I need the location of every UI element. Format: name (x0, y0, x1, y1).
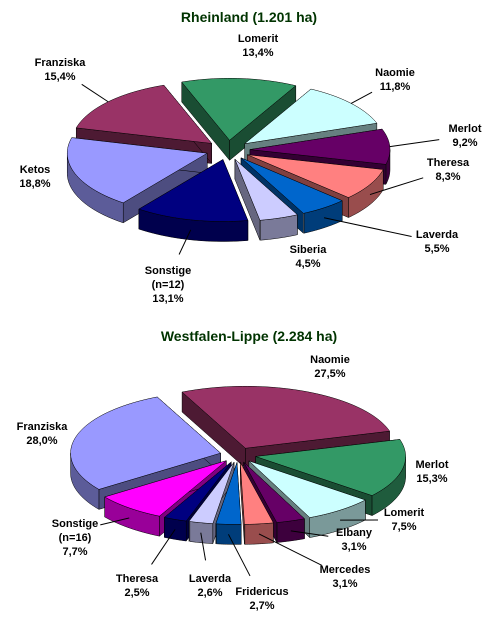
slice-value-label: 11,8% (379, 81, 411, 93)
slice-top (234, 159, 298, 221)
slice-top (181, 385, 391, 449)
slice-top (163, 461, 232, 522)
slice-value-label: 2,5% (124, 587, 150, 599)
leader-line (200, 532, 207, 561)
slice-top (249, 128, 391, 165)
pie-slice (138, 159, 249, 242)
pie-slice (66, 137, 209, 224)
chart-title: Westfalen-Lippe (2.284 ha) (160, 328, 338, 344)
slice-value-label: 13,1% (152, 293, 184, 305)
slice-top (138, 159, 249, 222)
slice-top (215, 462, 242, 525)
slice-value-label: 3,1% (341, 541, 367, 553)
slice-label: Franziska (34, 57, 86, 69)
slice-value-label: 5,5% (424, 243, 450, 255)
slice-value-label: 15,3% (416, 473, 448, 485)
slice-top (255, 439, 406, 496)
slice-label: Theresa (115, 573, 159, 585)
leader-line (369, 177, 424, 196)
slice-value-label: 27,5% (314, 368, 346, 380)
slice-top (66, 137, 209, 204)
slice-wall (216, 523, 242, 545)
slice-label: Lomerit (237, 33, 279, 45)
slice-label: Siberia (289, 244, 327, 256)
slice-label: Mercedes (319, 564, 371, 576)
chart-title: Rheinland (1.201 ha) (180, 9, 318, 25)
leader-line (178, 229, 192, 255)
slice-top (247, 154, 384, 198)
slice-value-label: 13,4% (242, 47, 274, 59)
slice-top (243, 88, 378, 145)
slice-label: Franziska (16, 421, 68, 433)
slice-label: Naomie (310, 354, 350, 366)
slice-value-label: 7,7% (62, 546, 88, 558)
slice-top (104, 460, 227, 517)
slice-wall (244, 522, 274, 545)
pie-slice (188, 461, 235, 544)
slice-label: Naomie (375, 67, 415, 79)
slice-value-label: 2,6% (197, 587, 223, 599)
slice-top (240, 157, 343, 214)
slice-top (248, 460, 367, 518)
slice-top (181, 78, 297, 141)
slice-label: Merlot (448, 123, 482, 135)
slice-value-label: 7,5% (391, 521, 417, 533)
leader-line (389, 139, 440, 148)
slice-top (240, 462, 274, 525)
slice-label: Ketos (19, 164, 51, 176)
slice-wall (164, 517, 187, 542)
slice-top (70, 396, 222, 490)
leader-line (350, 91, 373, 104)
leader-line (151, 529, 176, 565)
leader-line (290, 530, 329, 537)
slice-label: Elbany (335, 527, 373, 539)
slice-top (75, 84, 213, 144)
slice-top (188, 462, 235, 524)
slice-label: Laverda (415, 229, 459, 241)
slice-label: Theresa (426, 157, 470, 169)
leader-line (258, 533, 322, 566)
slice-value-label: 28,0% (26, 435, 58, 447)
slice-value-label: 9,2% (452, 137, 478, 149)
slice-label: Lomerit (383, 507, 425, 519)
slice-top (243, 461, 306, 523)
slice-value-label: 4,5% (295, 258, 321, 270)
slice-label: Laverda (188, 573, 232, 585)
slice-value-label: 15,4% (44, 71, 76, 83)
pie-slice (215, 462, 242, 545)
leader-line (323, 217, 412, 238)
slice-label: Sonstige (n=16) (51, 518, 99, 544)
slice-value-label: 18,8% (19, 178, 51, 190)
slice-wall (189, 521, 214, 544)
pie-slice (240, 462, 274, 545)
slice-value-label: 3,1% (332, 578, 358, 590)
slice-label: Fridericus (235, 586, 289, 598)
slice-value-label: 8,3% (435, 171, 461, 183)
slice-label: Merlot (415, 459, 449, 471)
leader-line (228, 534, 251, 577)
pie-slice (234, 158, 298, 241)
pie-slice (181, 78, 297, 161)
slice-value-label: 2,7% (249, 600, 275, 612)
leader-line (100, 517, 130, 526)
leader-line (81, 83, 109, 103)
slice-label: Sonstige (n=12) (144, 265, 192, 291)
